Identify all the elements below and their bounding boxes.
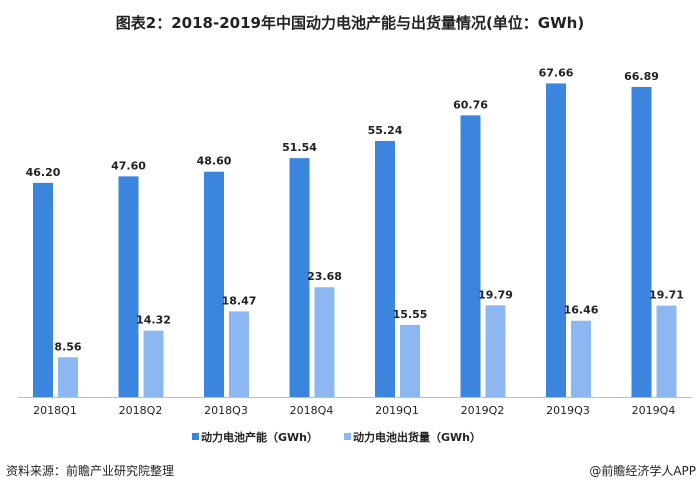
x-tick-label: 2018Q3 — [204, 404, 248, 417]
data-label: 66.89 — [624, 70, 659, 83]
data-label: 55.24 — [368, 124, 403, 137]
data-label: 46.20 — [26, 166, 61, 179]
data-label: 23.68 — [307, 270, 342, 283]
data-label: 48.60 — [197, 155, 232, 168]
bar-shipment-2019Q2 — [485, 305, 506, 397]
bar-shipment-2018Q3 — [229, 311, 249, 397]
chart-title: 图表2：2018-2019年中国动力电池产能与出货量情况(单位：GWh) — [115, 14, 585, 32]
bar-capacity-2018Q2 — [118, 176, 139, 397]
bar-capacity-2019Q1 — [375, 140, 395, 398]
x-tick-label: 2018Q4 — [290, 404, 334, 417]
bar-shipment-2018Q1 — [58, 357, 78, 397]
data-label: 51.54 — [282, 141, 317, 154]
bar-capacity-2018Q1 — [33, 182, 53, 397]
bar-shipment-2018Q2 — [143, 330, 164, 397]
bar-shipment-2019Q1 — [400, 324, 420, 397]
bar-shipment-2019Q4 — [656, 305, 677, 397]
bar-shipment-2018Q4 — [314, 287, 335, 397]
data-label: 47.60 — [111, 159, 146, 172]
data-label: 15.55 — [393, 308, 428, 321]
legend-swatch — [192, 433, 199, 440]
legend-label: 动力电池出货量（GWh） — [353, 430, 481, 444]
bar-capacity-2019Q4 — [631, 86, 652, 398]
credit-note: @前瞻经济学人APP — [589, 464, 696, 478]
source-note: 资料来源：前瞻产业研究院整理 — [6, 464, 175, 478]
x-tick-label: 2019Q2 — [461, 404, 505, 417]
x-tick-label: 2018Q1 — [33, 404, 77, 417]
data-label: 16.46 — [564, 304, 599, 317]
data-label: 18.47 — [222, 294, 257, 307]
data-label: 19.79 — [478, 288, 513, 301]
data-label: 14.32 — [136, 314, 171, 327]
legend-swatch — [344, 433, 351, 440]
x-tick-label: 2019Q4 — [632, 404, 676, 417]
legend-label: 动力电池产能（GWh） — [201, 430, 318, 444]
bar-capacity-2019Q2 — [460, 115, 481, 397]
x-tick-label: 2019Q1 — [375, 404, 419, 417]
data-label: 8.56 — [54, 340, 81, 353]
bar-capacity-2018Q3 — [204, 171, 224, 397]
data-label: 67.66 — [539, 66, 574, 79]
bar-capacity-2018Q4 — [289, 158, 310, 397]
data-label: 60.76 — [453, 98, 488, 111]
data-label: 19.71 — [649, 289, 684, 302]
x-tick-label: 2018Q2 — [119, 404, 163, 417]
bar-capacity-2019Q3 — [546, 83, 566, 397]
bar-shipment-2019Q3 — [571, 320, 591, 397]
x-tick-label: 2019Q3 — [546, 404, 590, 417]
